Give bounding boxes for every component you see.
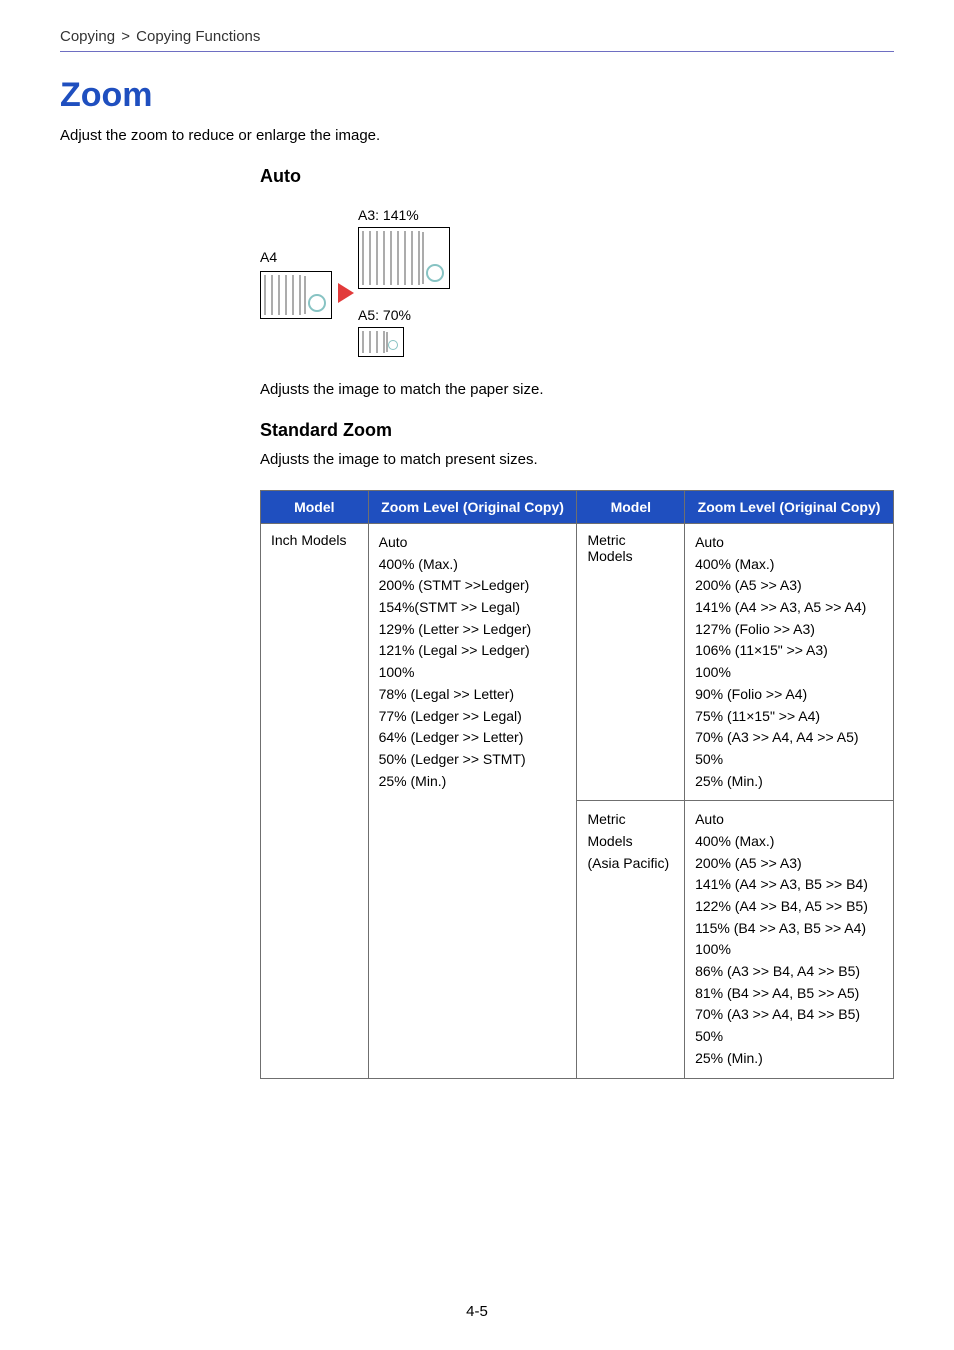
cell-model-b-1-line1: Metric Models	[587, 809, 674, 852]
standard-zoom-heading: Standard Zoom	[260, 420, 894, 441]
breadcrumb-separator: >	[119, 28, 132, 45]
zoom-table-head: Model Zoom Level (Original Copy) Model Z…	[261, 491, 894, 524]
arrow-icon	[338, 283, 354, 303]
cell-model-b-1: Metric Models (Asia Pacific)	[577, 801, 685, 1078]
page-number: 4-5	[0, 1303, 954, 1320]
breadcrumb: Copying > Copying Functions	[60, 28, 894, 51]
page-title: Zoom	[60, 76, 894, 115]
auto-diagram: A4 A3: 141% A5: 70%	[260, 197, 560, 367]
cell-zoom-a: Auto400% (Max.)200% (STMT >>Ledger)154%(…	[368, 524, 577, 1079]
header-rule	[60, 51, 894, 52]
breadcrumb-page: Copying Functions	[136, 28, 260, 45]
cell-zoom-b-1: Auto400% (Max.)200% (A5 >> A3)141% (A4 >…	[685, 801, 894, 1078]
cell-model-b-0: Metric Models	[577, 524, 685, 801]
breadcrumb-section: Copying	[60, 28, 115, 45]
auto-heading: Auto	[260, 166, 894, 187]
a3-label: A3: 141%	[358, 207, 419, 223]
a4-label: A4	[260, 249, 277, 265]
cell-zoom-b-0: Auto400% (Max.)200% (A5 >> A3)141% (A4 >…	[685, 524, 894, 801]
zoom-table: Model Zoom Level (Original Copy) Model Z…	[260, 490, 894, 1079]
a5-label: A5: 70%	[358, 307, 411, 323]
a3-paper-icon	[358, 227, 450, 289]
standard-zoom-desc: Adjusts the image to match present sizes…	[260, 451, 894, 468]
th-model-b: Model	[577, 491, 685, 524]
a4-paper-icon	[260, 271, 332, 319]
content: Auto A4 A3: 141% A5: 70% Adjusts the ima…	[260, 166, 894, 1079]
a5-paper-icon	[358, 327, 404, 357]
intro-text: Adjust the zoom to reduce or enlarge the…	[60, 127, 894, 144]
page: Copying > Copying Functions Zoom Adjust …	[0, 0, 954, 1079]
auto-desc: Adjusts the image to match the paper siz…	[260, 381, 894, 398]
cell-model-a: Inch Models	[261, 524, 369, 1079]
th-model-a: Model	[261, 491, 369, 524]
th-zoom-b: Zoom Level (Original Copy)	[685, 491, 894, 524]
th-zoom-a: Zoom Level (Original Copy)	[368, 491, 577, 524]
table-row: Inch Models Auto400% (Max.)200% (STMT >>…	[261, 524, 894, 801]
cell-model-b-1-line2: (Asia Pacific)	[587, 853, 674, 875]
